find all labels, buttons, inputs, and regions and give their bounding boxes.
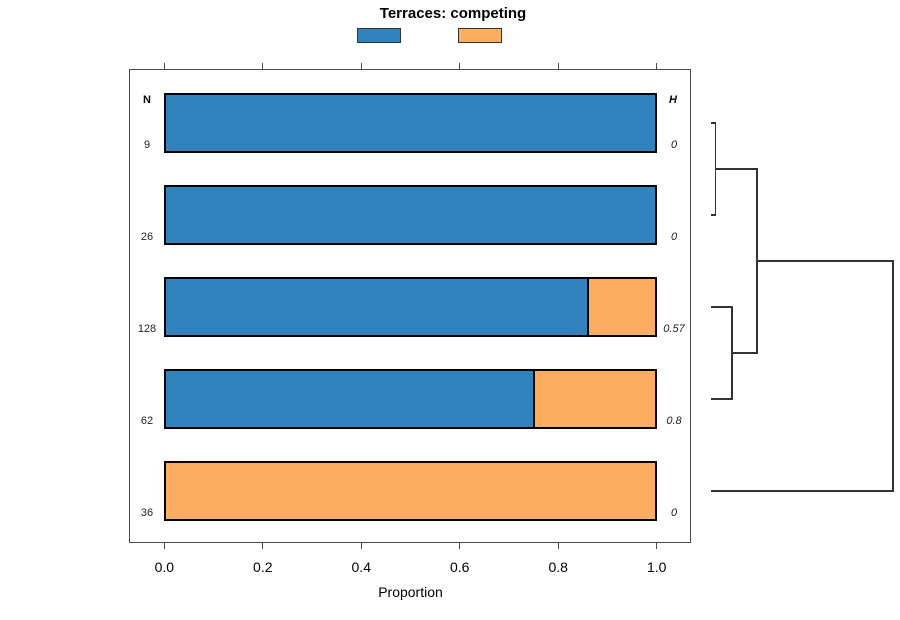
bar-segment-riser-braddock (588, 279, 655, 335)
x-axis-title: Proportion (378, 584, 443, 600)
x-tick-bottom (262, 543, 264, 549)
x-tick-label: 0.2 (253, 559, 273, 575)
x-tick-bottom (656, 543, 658, 549)
chart-title: Terraces: competing (379, 5, 527, 22)
n-column-header: N (143, 94, 151, 106)
h-column-header: H (669, 94, 677, 106)
dendrogram-line-h (711, 214, 716, 216)
h-value-unison: 0.8 (666, 415, 682, 427)
bar-danripple (164, 185, 657, 245)
bar-goresville (164, 93, 657, 153)
bar-segment-riser-trappist (166, 463, 655, 519)
h-value-danripple: 0 (670, 231, 678, 243)
n-value-unison: 62 (140, 415, 154, 427)
legend-swatch-riser (458, 27, 502, 43)
x-tick-bottom (163, 543, 165, 549)
dendrogram-line-h (714, 168, 758, 170)
x-tick-top (656, 63, 658, 69)
n-value-danripple: 26 (140, 231, 154, 243)
x-tick-top (163, 63, 165, 69)
n-value-braddock: 128 (137, 323, 157, 335)
x-tick-bottom (459, 543, 461, 549)
h-value-braddock: 0.57 (663, 323, 685, 335)
x-tick-bottom (557, 543, 559, 549)
bar-segment-tread-unison (166, 371, 536, 427)
x-tick-top (262, 63, 264, 69)
legend-swatch-tread (357, 27, 401, 43)
dendrogram-line-h (711, 490, 894, 492)
x-tick-label: 0.6 (450, 559, 470, 575)
x-tick-top (557, 63, 559, 69)
x-tick-top (459, 63, 461, 69)
h-value-trappist: 0 (670, 507, 678, 519)
bar-segment-riser-unison (535, 371, 655, 427)
dendrogram-line-h (711, 122, 716, 124)
dendrogram-line-h (756, 260, 894, 262)
bar-segment-tread-braddock (166, 279, 589, 335)
x-tick-label: 0.4 (351, 559, 371, 575)
dendrogram-line-h (711, 398, 733, 400)
bar-braddock (164, 277, 657, 337)
x-tick-label: 0.8 (548, 559, 568, 575)
dendrogram-line-h (731, 352, 758, 354)
dendrogram-line-h (711, 306, 733, 308)
x-tick-label: 0.0 (154, 559, 175, 575)
h-value-goresville: 0 (670, 139, 678, 151)
x-tick-label: 1.0 (646, 559, 667, 575)
bar-trappist (164, 461, 657, 521)
x-tick-top (360, 63, 362, 69)
bar-unison (164, 369, 657, 429)
n-value-goresville: 9 (143, 139, 151, 151)
dendrogram-line-v (892, 260, 894, 492)
n-value-trappist: 36 (140, 507, 154, 519)
x-tick-bottom (360, 543, 362, 549)
bar-segment-tread-danripple (166, 187, 655, 243)
bar-segment-tread-goresville (166, 95, 655, 151)
